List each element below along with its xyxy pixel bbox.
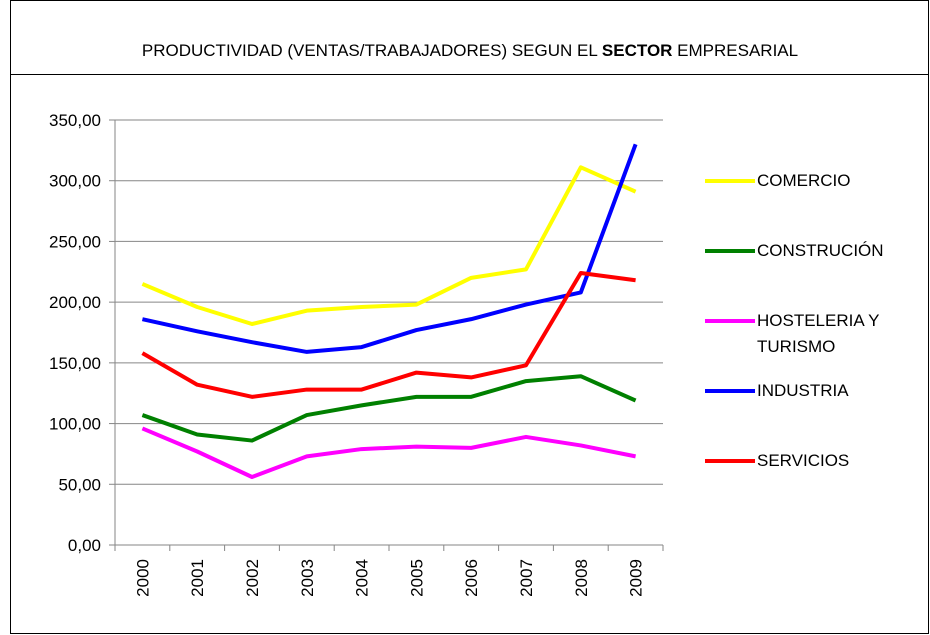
legend-label: HOSTELERIA Y TURISMO (757, 311, 880, 356)
x-tick-label: 2003 (298, 559, 317, 597)
legend-swatch (705, 179, 755, 183)
series-line (141, 143, 638, 354)
legend-swatch (705, 319, 755, 323)
x-tick-label: 2007 (517, 559, 536, 597)
legend-item: CONSTRUCIÓN (705, 240, 922, 264)
y-tick-label: 100,00 (49, 415, 101, 434)
series-line (141, 374, 637, 443)
y-tick-label: 300,00 (49, 172, 101, 191)
y-tick-label: 150,00 (49, 354, 101, 373)
x-tick-label: 2008 (572, 559, 591, 597)
title-part: SECTOR (602, 41, 673, 60)
title-part: PRODUCTIVIDAD (VENTAS/TRABAJADORES) SEGU… (142, 41, 602, 60)
legend-swatch (705, 389, 755, 393)
legend-label: COMERCIO (757, 171, 851, 190)
title-part: EMPRESARIAL (672, 41, 798, 60)
series-line (141, 165, 637, 326)
series-line (141, 426, 636, 479)
legend-label: INDUSTRIA (757, 381, 849, 400)
y-tick-label: 350,00 (49, 111, 101, 130)
x-tick-label: 2002 (243, 559, 262, 597)
title-box (10, 0, 929, 75)
x-tick-label: 2009 (627, 559, 646, 597)
y-tick-label: 50,00 (58, 475, 101, 494)
legend-item: COMERCIO (705, 170, 922, 194)
x-tick-label: 2001 (188, 559, 207, 597)
legend-swatch (705, 459, 755, 463)
legend-label: SERVICIOS (757, 451, 850, 470)
y-tick-label: 250,00 (49, 232, 101, 251)
x-tick-label: 2006 (462, 559, 481, 597)
legend-item: SERVICIOS (705, 450, 922, 474)
series-line (141, 271, 636, 399)
legend-item: HOSTELERIA Y TURISMO (705, 310, 922, 360)
legend-label: CONSTRUCIÓN (757, 241, 884, 260)
x-tick-label: 2005 (407, 559, 426, 597)
x-tick-label: 2004 (353, 559, 372, 597)
y-tick-label: 0,00 (68, 536, 101, 555)
legend-item: INDUSTRIA (705, 380, 922, 404)
chart-title: PRODUCTIVIDAD (VENTAS/TRABAJADORES) SEGU… (142, 41, 798, 60)
legend-swatch (705, 249, 755, 253)
y-tick-label: 200,00 (49, 293, 101, 312)
x-tick-label: 2000 (133, 559, 152, 597)
